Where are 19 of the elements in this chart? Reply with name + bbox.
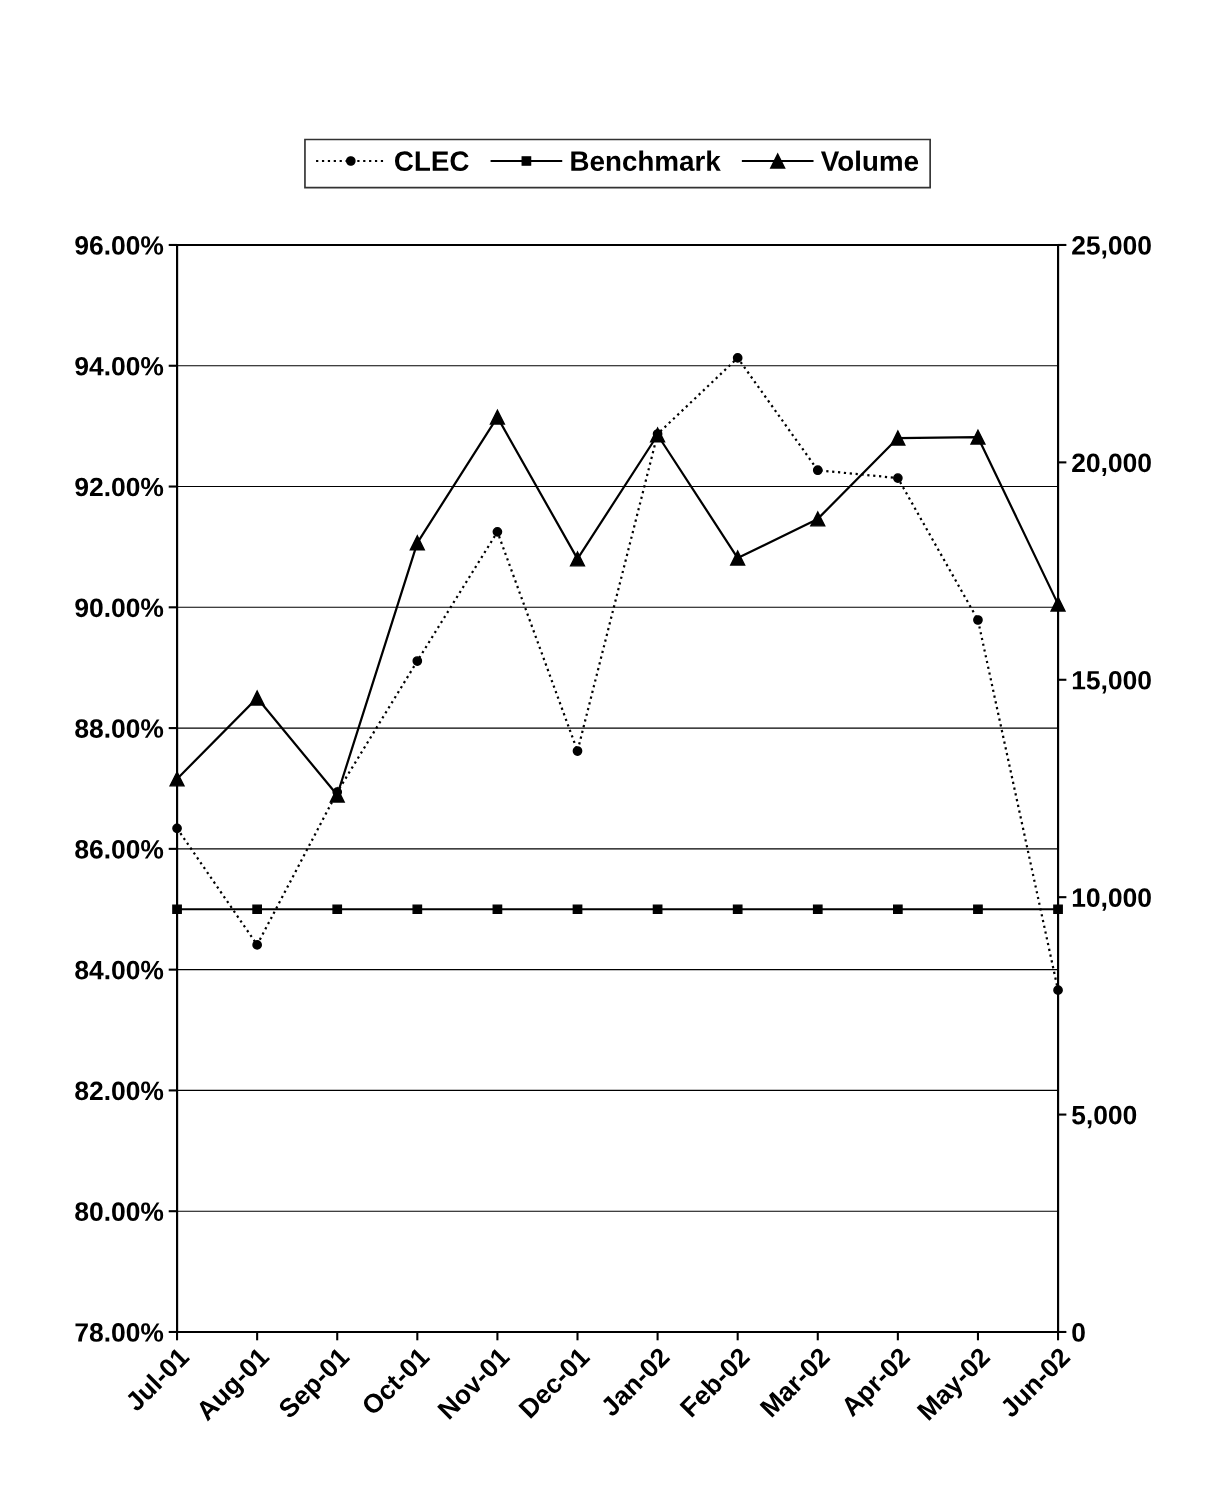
y-tick-label: 78.00% [75, 1323, 164, 1342]
y-tick-label: 94.00% [75, 356, 164, 376]
legend-label: CLEC [394, 151, 469, 172]
y2-tick-label: 25,000 [1072, 236, 1151, 259]
y-tick-label: 96.00% [75, 236, 164, 255]
y-tick-label: 82.00% [75, 1081, 164, 1101]
y2-tick-label: 15,000 [1072, 670, 1151, 694]
y-tick-label: 92.00% [75, 477, 164, 497]
y-tick-label: 84.00% [75, 960, 164, 980]
y-tick-label: 88.00% [75, 719, 164, 738]
y2-tick-label: 20,000 [1072, 453, 1151, 477]
y-tick-label: 80.00% [75, 1202, 164, 1222]
legend-label: Volume [820, 150, 919, 172]
y-tick-label: 90.00% [75, 598, 164, 618]
y2-tick-label: 10,000 [1072, 888, 1151, 911]
y-tick-label: 86.00% [75, 840, 164, 859]
legend-label: Benchmark [571, 150, 721, 172]
y2-tick-label: 0 [1072, 1323, 1085, 1342]
y2-tick-label: 5,000 [1072, 1105, 1137, 1129]
